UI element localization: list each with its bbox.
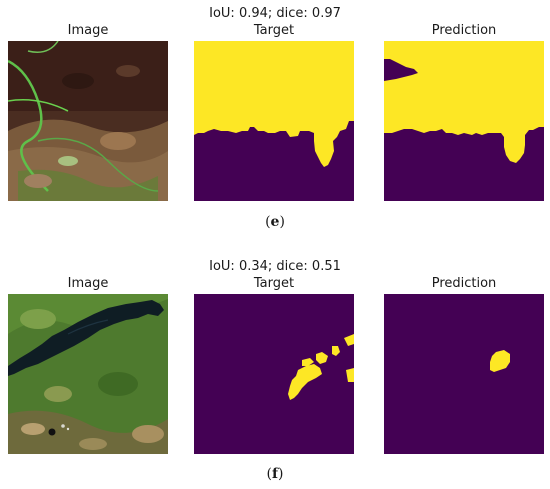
figure-f-satellite-image	[8, 294, 168, 454]
figure-e-target-label: Target	[253, 23, 295, 38]
figure-e-caption: (e)	[265, 214, 285, 230]
figure-e-prediction-mask	[384, 41, 544, 201]
figure-e-target-mask	[194, 41, 354, 201]
figure-e-satellite-image	[8, 41, 168, 201]
figure-e-prediction-label: Prediction	[431, 23, 497, 38]
figure-f-image-label: Image	[67, 276, 109, 291]
figure-f-target-mask	[194, 294, 354, 454]
figure-f-prediction-mask	[384, 294, 544, 454]
figure-f-prediction-label: Prediction	[431, 276, 497, 291]
figure-f-caption: (f)	[266, 466, 284, 482]
figure-f-metrics-title: IoU: 0.34; dice: 0.51	[209, 259, 341, 274]
figure-f-caption-letter: f	[271, 466, 279, 482]
figure-f-target-label: Target	[253, 276, 295, 291]
figure-e-metrics-title: IoU: 0.94; dice: 0.97	[209, 6, 341, 21]
figure-e-caption-letter: e	[270, 214, 280, 230]
figure-e-image-label: Image	[67, 23, 109, 38]
